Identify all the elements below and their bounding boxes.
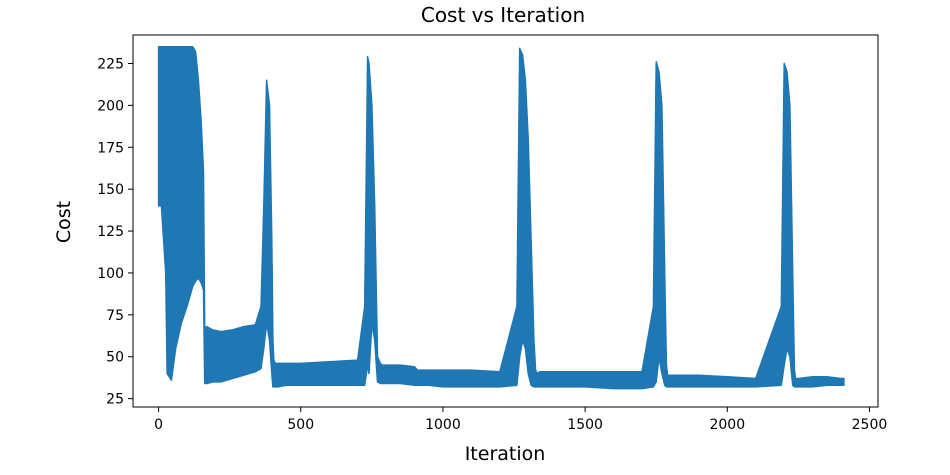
series-0-line (158, 46, 845, 389)
series-layer (157, 45, 845, 390)
x-tick-label: 1500 (567, 417, 603, 433)
y-axis-label: Cost (53, 201, 75, 243)
chart-title: Cost vs Iteration (421, 3, 585, 27)
x-tick-label: 1000 (425, 417, 461, 433)
y-tick-label: 25 (106, 392, 124, 408)
y-tick-label: 125 (97, 224, 124, 240)
y-tick-label: 150 (97, 182, 124, 198)
x-axis-ticks: 0 500 1000 1500 2000 2500 (154, 407, 887, 433)
x-tick-label: 500 (287, 417, 314, 433)
y-tick-label: 75 (106, 308, 124, 324)
x-axis-label: Iteration (465, 443, 546, 465)
plot-area-frame (132, 34, 879, 408)
y-tick-label: 100 (97, 266, 124, 282)
y-tick-label: 225 (97, 56, 124, 72)
y-axis-ticks: 25 50 75 100 125 150 175 200 225 (97, 56, 133, 408)
y-tick-label: 50 (106, 350, 124, 366)
x-tick-label: 2500 (852, 417, 888, 433)
y-tick-label: 175 (97, 140, 124, 156)
y-tick-label: 200 (97, 98, 124, 114)
x-tick-label: 0 (154, 417, 163, 433)
x-tick-label: 2000 (709, 417, 745, 433)
